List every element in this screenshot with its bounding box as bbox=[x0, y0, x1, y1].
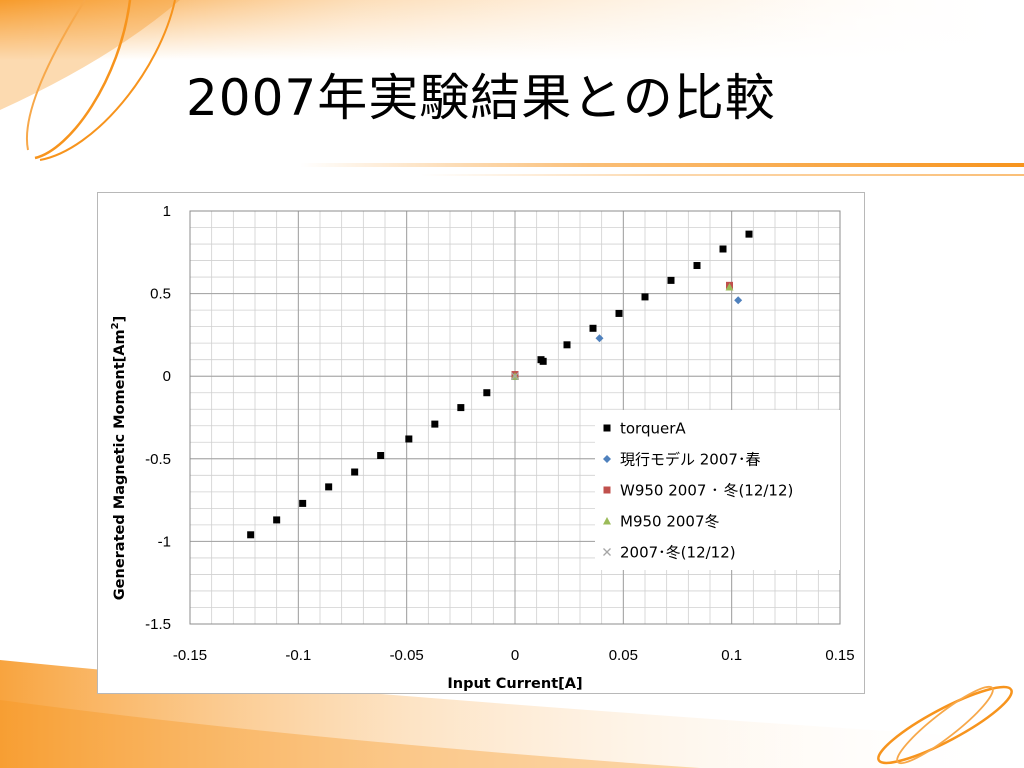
legend-marker bbox=[603, 424, 611, 432]
y-axis-title-main: Generated Magnetic Moment[Am bbox=[112, 329, 128, 600]
data-point-series-1 bbox=[563, 341, 571, 349]
legend-entry-label: 2007･冬(12/12) bbox=[620, 544, 736, 562]
y-axis-title-end: ] bbox=[112, 316, 128, 323]
y-axis-title: Generated Magnetic Moment[Am2] bbox=[110, 316, 128, 600]
data-point-series-4 bbox=[725, 282, 734, 291]
data-point-series-1 bbox=[641, 293, 649, 301]
orbit-logo-icon bbox=[877, 685, 1013, 765]
data-point-series-1 bbox=[351, 468, 359, 476]
data-point-series-1 bbox=[667, 276, 675, 284]
data-point-series-1 bbox=[299, 499, 307, 507]
tick-labels: -0.15 -0.1 -0.05 0 0.05 0.1 0.15 1 0.5 0 -0.5 -1 -1.… bbox=[145, 203, 854, 664]
legend-entry-label: W950 2007 ･ 冬(12/12) bbox=[620, 482, 793, 500]
legend-entry-label: 現行モデル 2007･春 bbox=[620, 451, 760, 469]
x-tick-label: -0.05 bbox=[390, 647, 424, 664]
data-point-series-1 bbox=[325, 483, 333, 491]
legend-marker bbox=[603, 548, 611, 556]
data-point-series-1 bbox=[457, 404, 465, 412]
x-tick-label: 0.05 bbox=[609, 647, 638, 664]
slide-title: 2007年実験結果との比較 bbox=[186, 69, 776, 127]
legend-box bbox=[595, 410, 840, 570]
data-point-series-5 bbox=[511, 372, 519, 381]
y-tick-label: -0.5 bbox=[145, 451, 171, 468]
data-point-series-1 bbox=[247, 531, 255, 539]
x-tick-label: 0.15 bbox=[825, 647, 854, 664]
x-axis-title: Input Current[A] bbox=[447, 676, 582, 692]
data-point-series-1 bbox=[405, 435, 413, 443]
x-marker-stroke bbox=[603, 548, 611, 556]
swoosh-logo-icon bbox=[25, 0, 176, 161]
chart-frame: -0.15 -0.1 -0.05 0 0.05 0.1 0.15 1 0.5 0 -0.5 -1 -1.… bbox=[97, 192, 865, 694]
data-point-series-2 bbox=[595, 334, 604, 343]
data-point-series-1 bbox=[377, 451, 385, 459]
y-tick-label: -1.5 bbox=[145, 616, 171, 633]
x-tick-label: -0.15 bbox=[173, 647, 207, 664]
data-point-series-1 bbox=[589, 324, 597, 332]
legend-marker bbox=[603, 455, 611, 463]
x-tick-label: -0.1 bbox=[285, 647, 311, 664]
data-point-series-1 bbox=[539, 357, 547, 365]
legend-entry-label: torquerA bbox=[620, 420, 686, 438]
data-point-series-1 bbox=[615, 309, 623, 317]
legend-entry-label: M950 2007冬 bbox=[620, 513, 720, 531]
y-axis-title-sup: 2 bbox=[110, 322, 121, 329]
legend-marker bbox=[603, 486, 611, 494]
data-point-series-1 bbox=[431, 420, 439, 428]
data-points bbox=[247, 230, 753, 539]
data-point-series-1 bbox=[719, 245, 727, 253]
y-tick-label: 0 bbox=[163, 368, 171, 385]
data-point-series-2 bbox=[734, 296, 743, 305]
y-tick-label: -1 bbox=[158, 533, 171, 550]
y-tick-label: 1 bbox=[163, 203, 171, 220]
scatter-chart: -0.15 -0.1 -0.05 0 0.05 0.1 0.15 1 0.5 0 -0.5 -1 -1.… bbox=[110, 203, 855, 692]
data-point-series-1 bbox=[273, 516, 281, 524]
x-tick-label: 0.1 bbox=[721, 647, 742, 664]
data-point-series-1 bbox=[483, 389, 491, 397]
y-tick-label: 0.5 bbox=[150, 286, 171, 303]
data-point-series-1 bbox=[693, 262, 701, 270]
data-point-series-1 bbox=[745, 230, 753, 238]
legend: torquerA 現行モデル 2007･春 W950 2007 ･ 冬(12/12)… bbox=[595, 410, 840, 570]
x-tick-label: 0 bbox=[511, 647, 519, 664]
x-marker-stroke bbox=[511, 372, 519, 381]
legend-marker bbox=[603, 517, 611, 525]
